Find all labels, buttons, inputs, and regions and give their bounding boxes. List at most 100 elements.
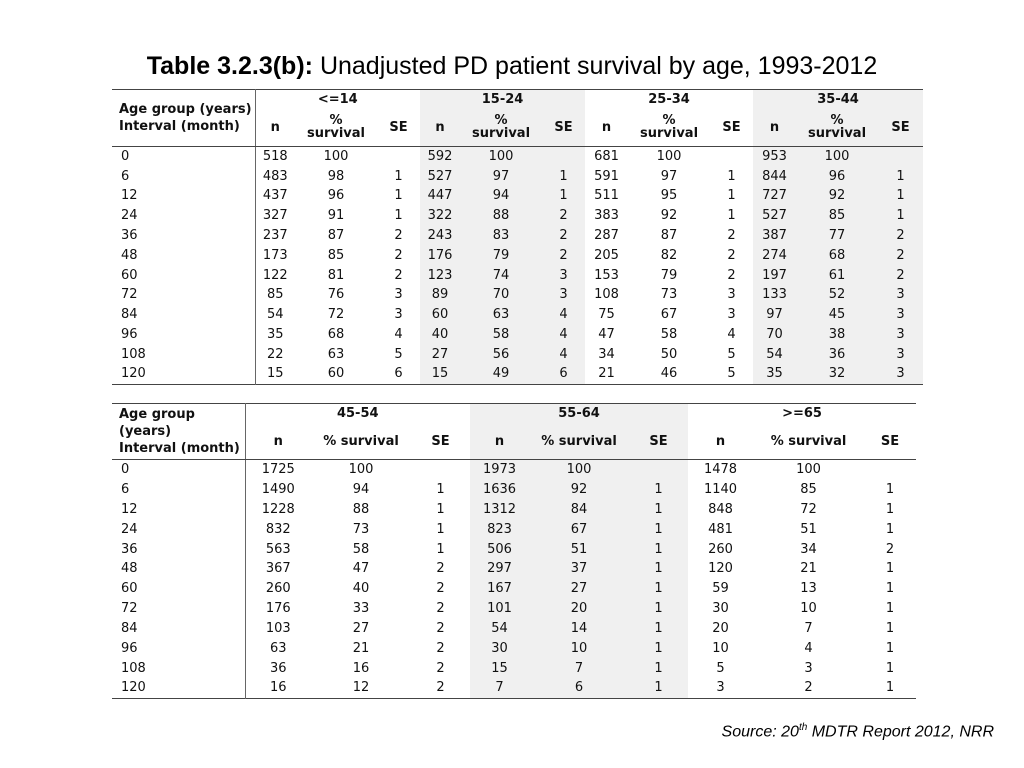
interval-cell: 60 (112, 578, 246, 599)
cell-se: 4 (542, 344, 586, 365)
cell-se: 4 (727, 327, 736, 343)
column-header-survival-line: survival (306, 126, 366, 142)
interval-cell: 72 (112, 285, 256, 305)
cell-n: 10 (712, 640, 729, 656)
cell-percent-survival: 50 (660, 346, 678, 362)
cell-percent-survival: 27 (352, 621, 370, 637)
cell-percent-survival: 3 (804, 660, 813, 676)
source-prefix: Source: 20 (721, 723, 799, 741)
header-row-columns: n% survival SE n% survival SE n% survival SE (112, 423, 917, 460)
cell-se (377, 147, 420, 167)
table-row: 120 16 12 2 7 6 1 3 2 1 (112, 678, 916, 699)
cell-percent-survival: 72 (327, 307, 345, 323)
group-header: 55-64 (470, 403, 689, 424)
cell-n: 287 (594, 228, 619, 244)
cell-n: 16 (269, 680, 287, 696)
interval-cell: 0 (112, 459, 246, 480)
cell-percent-survival: 72 (800, 501, 817, 517)
age-group-header-line: Age group (119, 407, 195, 422)
cell-n: 85 (266, 287, 284, 303)
column-header-percent-line: % (329, 113, 343, 129)
group-header: >=65 (782, 406, 822, 422)
cell-n: 47 (598, 327, 615, 343)
cell-percent-survival: 84 (529, 499, 630, 520)
cell-percent-survival: 58 (460, 324, 543, 345)
cell-n: 54 (753, 344, 797, 365)
cell-percent-survival: 85 (800, 481, 817, 497)
group-header: 35-44 (753, 89, 924, 109)
cell-se: 6 (394, 366, 403, 382)
cell-se: 2 (542, 225, 586, 246)
table-row: 84 103 27 2 54 14 1 20 7 1 (112, 618, 916, 639)
cell-se: 1 (394, 208, 403, 224)
cell-n: 527 (420, 166, 461, 187)
cell-se: 3 (394, 287, 403, 303)
cell-se: 4 (394, 327, 403, 343)
interval-cell: 120 (112, 364, 256, 385)
cell-percent-survival: 100 (460, 146, 543, 167)
cell-n: 59 (712, 581, 729, 597)
cell-se: 1 (629, 678, 689, 699)
cell-se: 2 (436, 621, 445, 637)
cell-n: 30 (712, 601, 729, 617)
cell-se: 1 (885, 581, 895, 597)
cell-se: 1 (885, 521, 895, 537)
group-header: 25-34 (648, 91, 690, 107)
cell-n: 322 (420, 205, 461, 226)
cell-percent-survival: 94 (352, 481, 370, 497)
cell-percent-survival: 63 (460, 304, 543, 325)
cell-n: 176 (420, 245, 461, 266)
interval-cell: 36 (112, 225, 256, 246)
cell-n: 103 (265, 621, 291, 637)
cell-se: 1 (394, 168, 403, 184)
cell-n: 260 (708, 541, 733, 557)
column-header-se: SE (542, 108, 586, 147)
column-header-percent-line: % (662, 113, 676, 129)
column-header-n: n (753, 108, 797, 147)
cell-n: 383 (594, 208, 619, 224)
cell-percent-survival: 34 (800, 541, 817, 557)
cell-se: 1 (878, 205, 924, 226)
cell-se: 2 (542, 245, 586, 266)
cell-percent-survival: 13 (800, 581, 817, 597)
cell-percent-survival: 87 (327, 228, 345, 244)
cell-percent-survival: 20 (529, 598, 630, 619)
age-group-header: Age group (years) Interval (month) (112, 403, 246, 460)
interval-cell: 48 (112, 245, 256, 266)
table-row: 108 36 16 2 15 7 1 5 3 1 (112, 658, 916, 679)
cell-percent-survival: 67 (529, 519, 630, 540)
interval-cell: 108 (112, 658, 246, 679)
table-row: 36 563 58 1 506 51 1 260 34 2 (112, 539, 916, 559)
cell-n: 297 (470, 558, 530, 579)
cell-percent-survival: 100 (348, 462, 374, 478)
cell-percent-survival: 10 (529, 638, 630, 659)
table-row: 96 35 68 4 40 58 4 47 58 4 70 38 3 (112, 324, 924, 345)
cell-n: 527 (753, 205, 797, 226)
column-header-percent-survival: % survival (628, 108, 711, 147)
cell-se: 1 (629, 658, 689, 679)
table-row: 36 237 87 2 243 83 2 287 87 2 387 77 2 (112, 225, 924, 246)
cell-se: 1 (727, 168, 736, 184)
table-row: 6 1490 94 1 1636 92 1 1140 85 1 (112, 479, 916, 500)
cell-percent-survival: 79 (460, 245, 543, 266)
column-header-se: SE (864, 423, 917, 460)
cell-percent-survival: 92 (660, 208, 678, 224)
cell-n: 27 (420, 344, 461, 365)
cell-se: 2 (436, 660, 445, 676)
cell-n: 681 (594, 149, 619, 165)
cell-se: 4 (542, 324, 586, 345)
table-row: 72 85 76 3 89 70 3 108 73 3 133 52 3 (112, 285, 924, 305)
cell-percent-survival: 87 (660, 228, 678, 244)
column-header-se: SE (411, 423, 471, 460)
cell-percent-survival: 49 (460, 364, 543, 385)
table-row: 60 260 40 2 167 27 1 59 13 1 (112, 578, 916, 599)
cell-n: 22 (266, 346, 284, 362)
cell-se: 1 (885, 621, 895, 637)
cell-percent-survival: 32 (796, 364, 879, 385)
cell-percent-survival: 4 (804, 640, 813, 656)
interval-cell: 120 (112, 678, 246, 699)
interval-cell: 24 (112, 519, 246, 540)
cell-percent-survival: 61 (796, 265, 879, 286)
cell-n: 54 (470, 618, 530, 639)
cell-se: 1 (727, 188, 736, 204)
